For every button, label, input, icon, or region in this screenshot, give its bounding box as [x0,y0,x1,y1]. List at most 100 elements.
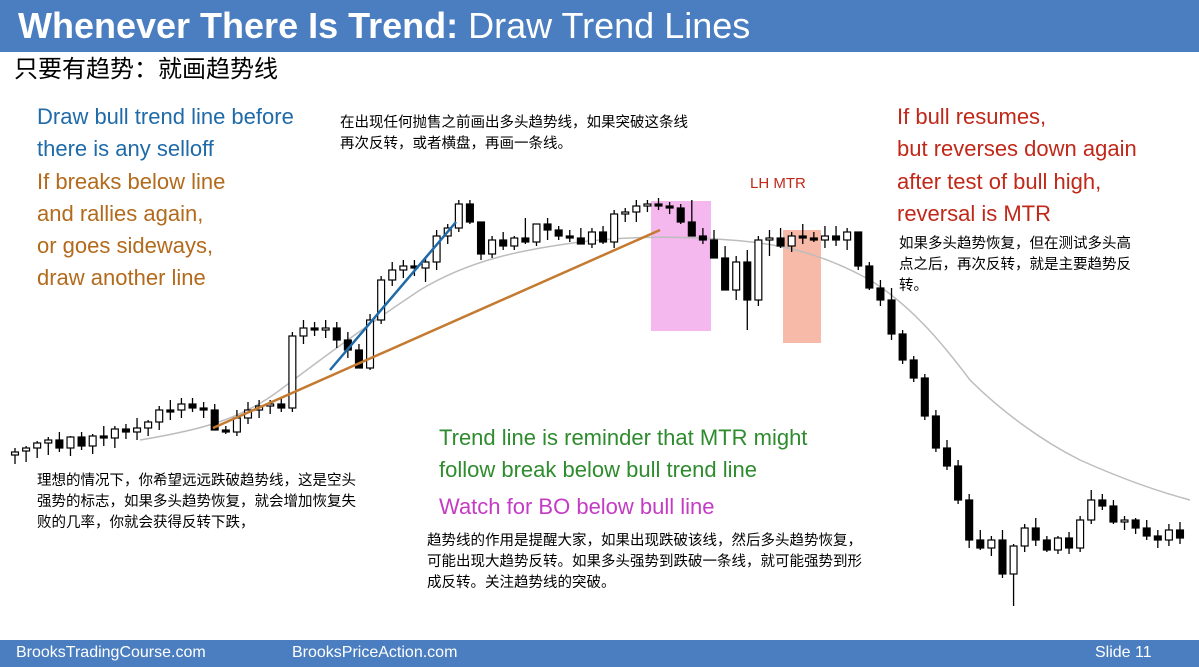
title-bold: Whenever There Is Trend: [18,5,459,46]
note-breaks-2: and rallies again, [37,201,204,226]
bear-candle [521,237,530,243]
note-breaks-1: If breaks below line [37,169,226,194]
top-zh-line-1: 在出现任何抛售之前画出多头趋势线，如果突破这条线 [340,115,688,131]
bull-candle [33,442,42,449]
bear-candle [1153,535,1162,541]
bear-candle [1131,519,1140,529]
bear-candle [798,235,807,239]
bear-candle [55,439,64,449]
bear-candle [1042,539,1051,551]
bear-candle [1065,537,1074,549]
reminder-zh-line-1: 趋势线的作用是提醒大家，如果出现跌破该线，然后多头趋势恢复， [427,533,862,549]
slide-title: Whenever There Is Trend: Draw Trend Line… [18,2,750,50]
bear-candle [920,377,929,417]
bear-candle [832,235,841,241]
bull-candle [44,439,53,444]
bull-candle [421,261,430,269]
bull-candle [820,235,829,241]
bull-candle [22,447,31,452]
bull-candle [1053,537,1062,551]
bull-candle [632,205,641,213]
bull-candle [366,319,375,369]
footer-link-brookstradingcourse[interactable]: BrooksTradingCourse.com [16,644,206,661]
ideal-zh-line-3: 败的几率，你就会获得反转下跌， [37,515,255,531]
bear-candle [221,429,230,433]
note-resume-3: after test of bull high, [897,169,1102,194]
salmon-highlight-zone [783,230,821,343]
bear-candle [1098,499,1107,507]
slide-header: Whenever There Is Trend: Draw Trend Line… [0,0,1199,52]
bear-candle [931,415,940,449]
subtitle-zh: 只要有趋势：就画趋势线 [14,55,278,83]
bear-candle [709,239,719,259]
bear-candle [687,221,696,237]
bull-candle [10,451,20,456]
bull-candle [177,403,186,411]
bear-candle [199,407,208,411]
bear-candle [476,221,486,255]
bull-candle [732,261,741,291]
bear-candle [499,239,508,247]
bull-candle [1009,545,1018,575]
bear-candle [310,327,319,331]
bear-candle [965,499,974,541]
bull-candle [787,235,796,247]
bear-candle [554,229,563,237]
bear-candle [1109,505,1118,523]
bear-candle [854,231,863,267]
reminder-zh-line-2: 可能出现大趋势反转。如果多头强势到跌破一条线，就可能强势到形 [427,554,862,570]
bear-candle [332,327,341,341]
bull-candle [288,335,297,409]
bear-candle [354,349,363,369]
bull-candle [1120,519,1129,523]
bear-candle [998,539,1007,575]
ideal-zh-line-1: 理想的情况下，你希望远远跌破趋势线，这是空头 [37,473,356,489]
note-resume-4: reversal is MTR [897,201,1052,226]
note-draw-before-2: there is any selloff [37,136,214,161]
bear-candle [809,237,818,241]
bull-candle [1164,529,1173,541]
shallow-trend-line [212,228,661,430]
bull-candle [377,279,386,321]
bear-candle [1142,527,1151,537]
bull-candle [1087,499,1096,521]
bull-candle [1076,519,1085,549]
bear-candle [465,203,474,223]
reminder-zh-line-3: 成反转。关注趋势线的突破。 [427,575,616,591]
bear-candle [565,235,574,239]
bull-candle [454,203,463,229]
footer-link-brookspriceaction[interactable]: BrooksPriceAction.com [292,644,458,661]
ideal-zh-line-2: 强势的标志，如果多头趋势恢复，就会增加恢复失 [37,494,356,510]
bull-candle [987,539,996,549]
bull-candle [510,237,519,247]
bear-candle [188,403,197,409]
bull-candle [587,231,596,245]
bull-candle [388,269,397,281]
bear-candle [77,436,86,447]
bear-candle [277,403,286,409]
bull-candle [232,417,241,433]
bear-candle [865,265,874,289]
bull-candle [532,223,541,243]
bull-candle [299,327,308,337]
note-draw-before-1: Draw bull trend line before [37,104,294,129]
bear-candle [898,333,907,361]
bear-candle [1031,527,1040,541]
bear-candle [676,207,685,223]
bear-candle [942,447,952,467]
bear-candle [1175,529,1185,539]
note-reminder-2: follow break below bull trend line [439,457,757,482]
bear-candle [954,465,963,501]
note-resume-2: but reverses down again [897,136,1137,161]
bear-candle [665,205,674,209]
title-light: Draw Trend Lines [468,5,751,46]
bull-candle [399,265,408,271]
bear-candle [166,409,175,413]
steep-trend-line [329,221,457,371]
bear-candle [121,428,130,433]
bull-candle [643,203,652,207]
bull-candle [621,211,630,215]
bull-candle [610,213,619,243]
bear-candle [576,237,585,245]
